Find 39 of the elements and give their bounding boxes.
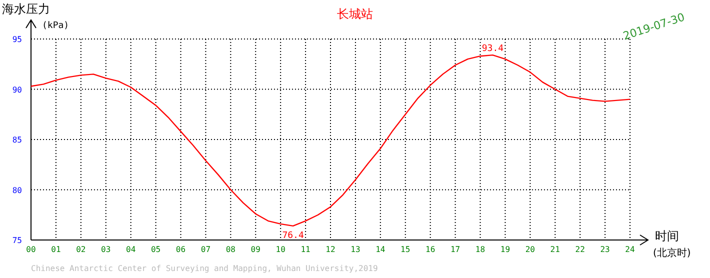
y-tick-label: 85 — [12, 136, 22, 144]
y-tick-label: 80 — [12, 186, 22, 195]
x-tick-label: 10 — [276, 245, 286, 254]
x-tick-label: 05 — [150, 245, 161, 254]
x-axis-title: 时间 — [655, 229, 679, 243]
x-tick-label: 01 — [51, 245, 61, 254]
annotation: 93.4 — [482, 44, 504, 54]
x-tick-label: 03 — [101, 245, 111, 254]
x-tick-label: 16 — [426, 245, 436, 254]
text: (kPa) — [42, 21, 70, 31]
y-tick-label: 90 — [12, 85, 22, 94]
x-tick-label: 06 — [176, 245, 186, 254]
x-tick-label: 00 — [26, 245, 36, 254]
x-tick-label: 12 — [326, 245, 336, 254]
x-tick-label: 20 — [525, 245, 536, 254]
text: (北京时) — [653, 247, 691, 259]
x-tick-label: 04 — [126, 245, 136, 254]
x-tick-label: 22 — [575, 245, 586, 254]
x-tick-label: 11 — [300, 245, 311, 254]
x-tick-label: 02 — [76, 245, 86, 254]
x-tick-label: 13 — [350, 245, 360, 254]
x-tick-label: 14 — [376, 245, 386, 254]
y-axis-title: 海水压力 — [2, 2, 50, 16]
x-tick-label: 15 — [400, 245, 410, 254]
x-tick-label: 07 — [200, 245, 211, 254]
x-tick-label: 17 — [450, 245, 460, 254]
chart-title: 长城站 — [337, 7, 373, 21]
x-tick-label: 24 — [625, 245, 635, 254]
x-tick-label: 08 — [226, 245, 236, 254]
x-tick-label: 09 — [250, 245, 261, 254]
x-tick-label: 21 — [550, 245, 560, 254]
annotation: 76.4 — [282, 230, 304, 241]
x-tick-label: 19 — [500, 245, 510, 254]
x-tick-label: 23 — [600, 245, 610, 254]
y-tick-label: 95 — [12, 35, 22, 44]
y-tick-label: 75 — [12, 236, 22, 245]
line-series — [30, 54, 631, 227]
text: Chinese Antarctic Center of Surveying and Mapping, Wuhan University,2019 — [31, 264, 378, 273]
x-tick-label: 18 — [475, 245, 486, 254]
